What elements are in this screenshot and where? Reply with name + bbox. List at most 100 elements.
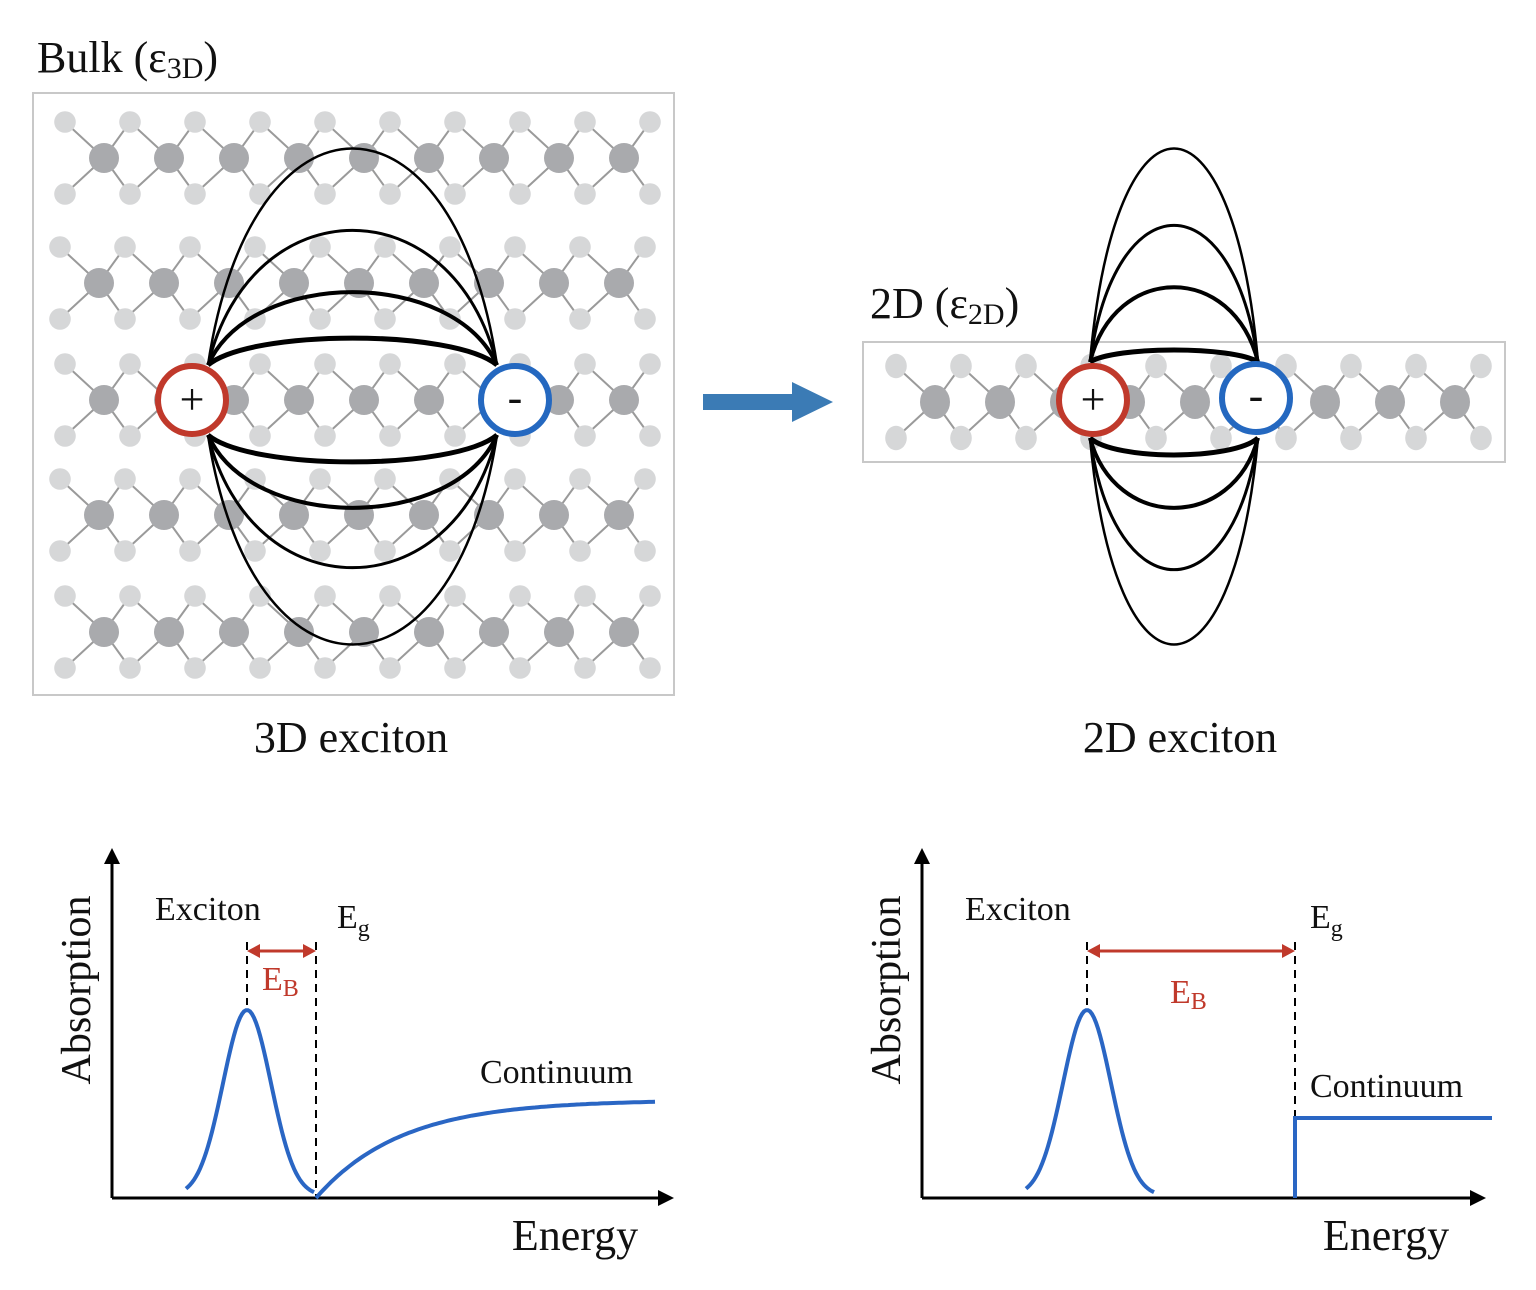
chalcogen-atom	[49, 308, 71, 330]
bulk-lattice	[49, 111, 661, 679]
chalcogen-atom	[114, 540, 136, 562]
gap-label: Eg	[1310, 899, 1343, 942]
field-line	[206, 290, 499, 366]
chalcogen-atom	[114, 468, 136, 490]
chalcogen-atom	[184, 585, 206, 607]
field-line	[1088, 147, 1260, 363]
chalcogen-atom	[1340, 425, 1362, 451]
field-line	[1088, 435, 1260, 458]
metal-atom	[219, 143, 249, 173]
chalcogen-atom	[54, 353, 76, 375]
metal-atom	[154, 617, 184, 647]
bulk-electron: -	[478, 363, 552, 437]
metal-atom	[154, 143, 184, 173]
chalcogen-atom	[444, 585, 466, 607]
x-axis-label: Energy	[1323, 1211, 1449, 1260]
bulk-label: Bulk (ε3D)	[37, 33, 218, 85]
field-line	[206, 335, 499, 367]
metal-atom	[609, 617, 639, 647]
chalcogen-atom	[119, 353, 141, 375]
chalcogen-atom	[634, 308, 656, 330]
chalcogen-atom	[444, 353, 466, 375]
dashed-markers	[1086, 942, 1296, 1198]
metal-atom	[539, 500, 569, 530]
exciton-label: Exciton	[965, 891, 1071, 928]
chalcogen-atom	[119, 183, 141, 205]
metal-atom	[409, 500, 439, 530]
continuum-label: Continuum	[1310, 1068, 1463, 1105]
chalcogen-atom	[509, 183, 531, 205]
chalcogen-atom	[244, 468, 266, 490]
chalcogen-atom	[184, 183, 206, 205]
x-axis-arrow-icon	[658, 1190, 674, 1206]
chalcogen-atom	[49, 236, 71, 258]
chalcogen-atom	[374, 308, 396, 330]
x-axis-arrow-icon	[1470, 1190, 1486, 1206]
chalcogen-atom	[49, 540, 71, 562]
chalcogen-atom	[439, 468, 461, 490]
chalcogen-atom	[569, 308, 591, 330]
chalcogen-atom	[314, 657, 336, 679]
metal-atom	[149, 268, 179, 298]
metal-atom	[214, 268, 244, 298]
chalcogen-atom	[184, 111, 206, 133]
chalcogen-atom	[1275, 425, 1297, 451]
field-line	[206, 433, 499, 465]
chalcogen-atom	[639, 425, 661, 447]
metal-atom	[284, 385, 314, 415]
twod-electron: -	[1219, 361, 1293, 435]
chalcogen-atom	[374, 468, 396, 490]
svg-text:-: -	[508, 373, 523, 422]
chalcogen-atom	[634, 540, 656, 562]
chalcogen-atom	[504, 468, 526, 490]
chalcogen-atom	[634, 236, 656, 258]
metal-atom	[284, 617, 314, 647]
twod-caption: 2D exciton	[1083, 713, 1277, 762]
metal-atom	[414, 617, 444, 647]
continuum-label: Continuum	[480, 1054, 633, 1091]
svg-text:+: +	[180, 375, 205, 424]
chalcogen-atom	[54, 657, 76, 679]
continuum-curve	[314, 1099, 656, 1200]
svg-text:+: +	[1081, 375, 1106, 424]
exciton-peak-curve	[1024, 1008, 1155, 1194]
chalcogen-atom	[114, 236, 136, 258]
chalcogen-atom	[249, 425, 271, 447]
chalcogen-atom	[509, 657, 531, 679]
metal-atom	[544, 617, 574, 647]
chalcogen-atom	[374, 540, 396, 562]
metal-atom	[414, 143, 444, 173]
transition-arrow-icon	[703, 382, 833, 422]
chalcogen-atom	[119, 425, 141, 447]
chalcogen-atom	[569, 236, 591, 258]
field-line	[206, 434, 499, 646]
metal-atom	[284, 143, 314, 173]
chalcogen-atom	[379, 657, 401, 679]
chalcogen-atom	[1015, 425, 1037, 451]
metal-atom	[544, 143, 574, 173]
metal-atom	[544, 385, 574, 415]
absorption-plot-2d: Absorption Energy Exciton Eg EB Continuu…	[864, 848, 1492, 1260]
chalcogen-atom	[379, 353, 401, 375]
chalcogen-atom	[504, 540, 526, 562]
binding-energy-label: EB	[1170, 974, 1207, 1015]
absorption-plot-3d: Absorption Energy Exciton Eg EB Continuu…	[54, 848, 674, 1260]
chalcogen-atom	[374, 236, 396, 258]
field-line	[1088, 437, 1260, 572]
metal-atom	[1440, 385, 1470, 419]
y-axis-label: Absorption	[54, 896, 100, 1085]
chalcogen-atom	[314, 353, 336, 375]
metal-atom	[279, 268, 309, 298]
chalcogen-atom	[249, 183, 271, 205]
gap-label: Eg	[337, 899, 370, 942]
chalcogen-atom	[639, 657, 661, 679]
twod-hole: +	[1056, 363, 1130, 437]
chalcogen-atom	[574, 425, 596, 447]
metal-atom	[89, 617, 119, 647]
chalcogen-atom	[1210, 425, 1232, 451]
chalcogen-atom	[634, 468, 656, 490]
metal-atom	[344, 500, 374, 530]
chalcogen-atom	[504, 236, 526, 258]
metal-atom	[349, 617, 379, 647]
